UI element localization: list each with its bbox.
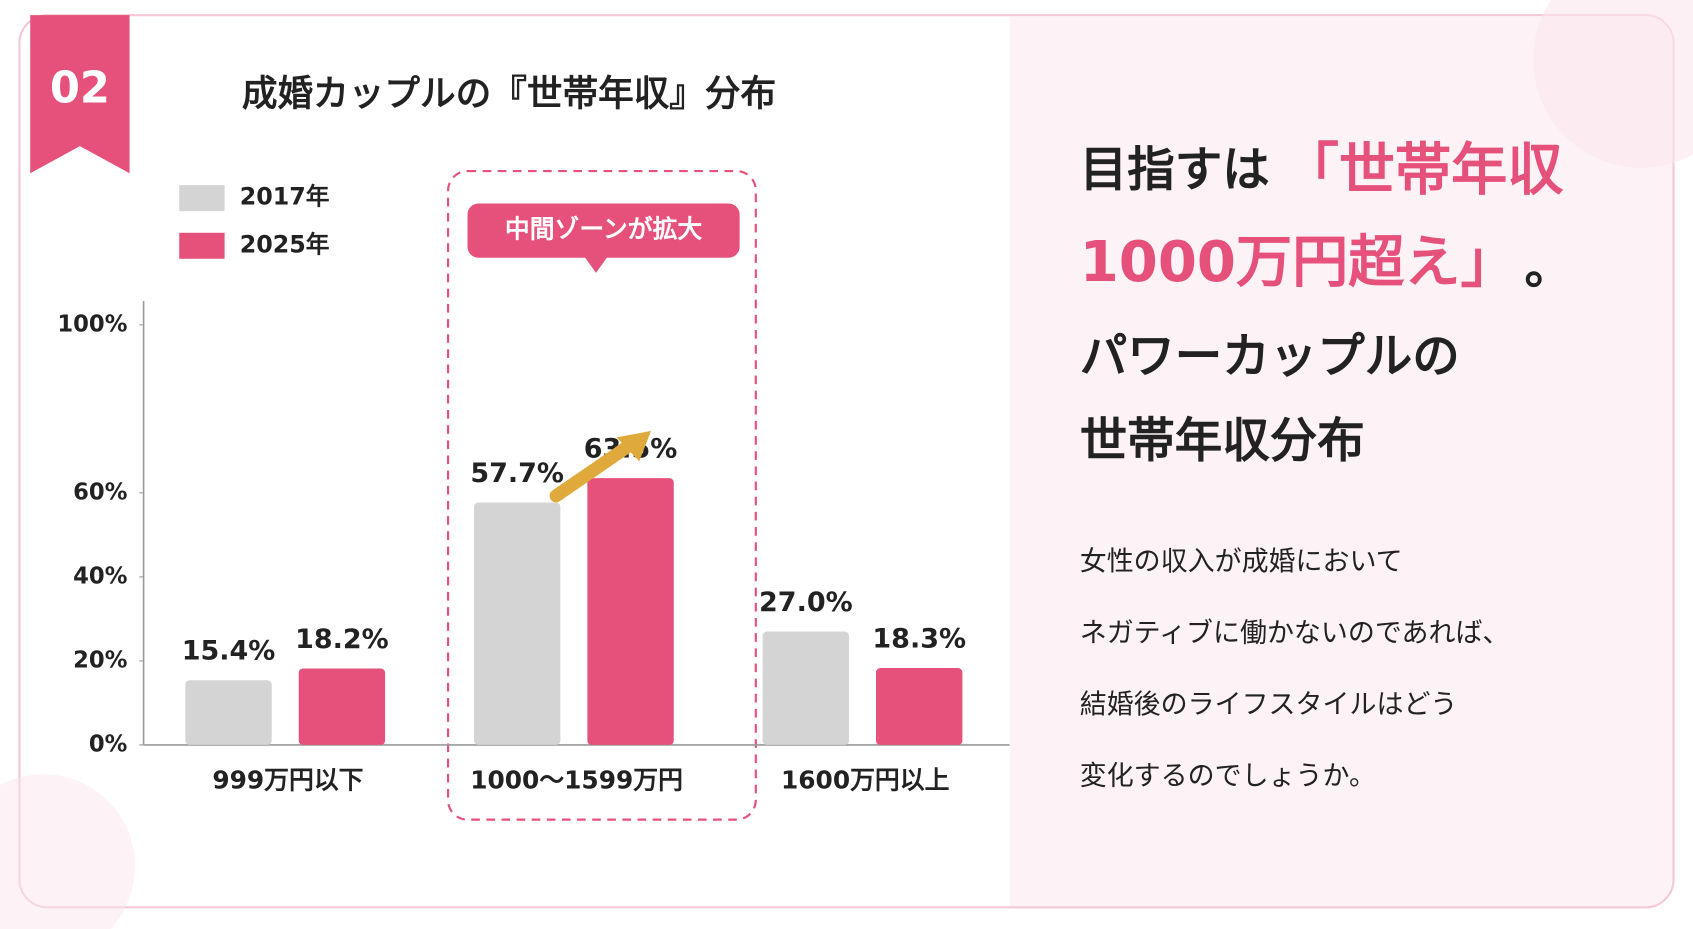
annotation: 中間ゾーンが拡大 — [505, 215, 702, 244]
legend-label: 2017年 — [240, 183, 330, 211]
heading-text: パワーカップルの — [1080, 329, 1460, 384]
heading-text: 世帯年収分布 — [1080, 414, 1365, 469]
heading-text: 。 — [1525, 241, 1573, 296]
chart-title: 成婚カップルの『世帯年収』分布 — [242, 73, 776, 114]
body-text: 変化するのでしょうか。 — [1080, 761, 1376, 792]
y-tick-label: 0% — [89, 731, 128, 757]
y-tick-label: 60% — [73, 479, 127, 505]
bar — [587, 478, 674, 745]
annotation-bubble — [467, 203, 740, 273]
x-tick-label: 1000〜1599万円 — [470, 766, 683, 795]
value-label: 15.4% — [182, 636, 276, 667]
heading-text: 「世帯年収 — [1283, 138, 1564, 203]
heading-text: 1000万円超え」 — [1080, 230, 1517, 295]
y-tick-label: 20% — [73, 647, 127, 673]
trend-arrow — [549, 437, 639, 503]
x-tick-label: 999万円以下 — [212, 766, 363, 795]
value-label: 18.3% — [872, 623, 966, 654]
bar — [473, 502, 561, 745]
bar — [876, 668, 963, 745]
value-label: 18.2% — [295, 624, 389, 655]
body-text: ネガティブに働かないのであれば、 — [1080, 618, 1510, 649]
badge: 02 — [50, 63, 110, 113]
legend-label: 2025年 — [240, 230, 330, 258]
value-label: 57.7% — [470, 458, 564, 489]
y-tick-label: 40% — [73, 563, 127, 589]
bar — [762, 631, 850, 745]
value-label: 27.0% — [759, 587, 853, 618]
y-tick-label: 100% — [57, 311, 127, 337]
deco — [0, 774, 135, 929]
side-panel — [1009, 16, 1673, 907]
deco — [1533, 0, 1693, 168]
body-text: 結婚後のライフスタイルはどう — [1080, 689, 1458, 720]
bar — [185, 680, 272, 745]
body-text: 女性の収入が成婚において — [1080, 547, 1403, 578]
legend-swatch — [179, 232, 225, 259]
legend-swatch — [179, 185, 225, 212]
bar — [298, 668, 386, 745]
heading-text: 目指すは — [1080, 143, 1270, 198]
trend-arrow-head — [616, 430, 652, 462]
x-tick-label: 1600万円以上 — [781, 766, 950, 795]
badge-ribbon — [30, 15, 130, 174]
